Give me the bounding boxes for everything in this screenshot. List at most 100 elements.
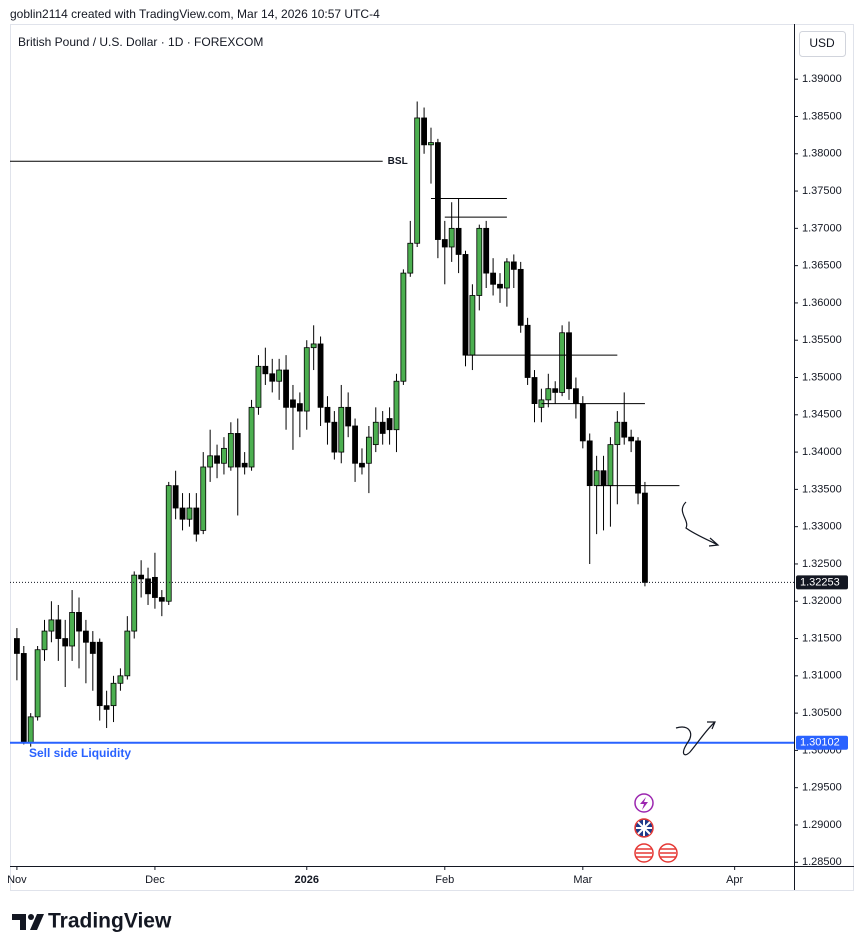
candle-body	[214, 455, 220, 464]
candle-body	[566, 332, 572, 390]
x-tick-label: Dec	[145, 874, 165, 886]
y-tick-label: 1.30500	[802, 707, 842, 719]
candle-body	[165, 485, 172, 602]
candle-body	[483, 227, 490, 274]
drawn-arrow	[675, 721, 716, 756]
event-icon-glyph	[636, 820, 652, 836]
drawn-arrow	[681, 501, 720, 547]
candle-body	[545, 388, 552, 401]
x-tick-label: Feb	[435, 874, 454, 886]
candle-body	[400, 272, 407, 382]
currency-box[interactable]	[799, 31, 846, 57]
event-icon-glyph	[640, 797, 648, 810]
candle-body	[324, 406, 331, 423]
y-tick-label: 1.37000	[802, 222, 842, 234]
candle-body	[476, 227, 483, 296]
candle-body	[524, 324, 531, 378]
candle-body	[607, 444, 614, 487]
candle-body	[517, 268, 524, 326]
y-tick-label: 1.37500	[802, 185, 842, 197]
candle-body	[614, 421, 621, 446]
level-price-label: 1.30102	[800, 737, 840, 749]
logo-mark	[12, 914, 44, 930]
candle-body	[158, 597, 165, 602]
candle-body	[227, 433, 234, 468]
level-price-box	[796, 735, 848, 750]
y-tick-label: 1.29000	[802, 819, 842, 831]
candle-body	[421, 117, 427, 146]
y-tick-label: 1.28500	[802, 856, 842, 868]
candle-body	[407, 242, 414, 274]
candle-body	[428, 142, 434, 146]
candle-body	[393, 380, 400, 431]
candle-body	[352, 425, 358, 464]
candle-body	[76, 612, 82, 632]
candle-body	[172, 485, 179, 509]
candle-body	[41, 630, 48, 651]
candle-body	[269, 373, 276, 382]
candle-body	[414, 117, 421, 244]
candle-body	[621, 421, 628, 438]
y-tick-label: 1.33000	[802, 521, 842, 533]
candle-body	[69, 612, 76, 647]
y-tick-label: 1.31500	[802, 632, 842, 644]
candle-body	[434, 142, 441, 240]
candle-body	[317, 343, 324, 408]
x-tick-label: Nov	[7, 874, 27, 886]
candle-body	[276, 369, 283, 382]
y-tick-label: 1.35500	[802, 334, 842, 346]
candle-body	[221, 447, 227, 464]
candle-body	[359, 462, 365, 468]
candle-body	[103, 705, 110, 710]
candle-body	[296, 403, 303, 412]
candle-body	[248, 406, 255, 468]
candle-body	[586, 440, 593, 487]
candle-body	[186, 507, 193, 520]
last-price-label: 1.32253	[800, 576, 840, 588]
candle-body	[262, 365, 269, 375]
candle-body	[338, 406, 345, 453]
candle-body	[179, 507, 186, 520]
candle-body	[303, 347, 310, 412]
candle-body	[55, 619, 62, 639]
candle-body	[642, 492, 648, 583]
y-tick-label: 1.29500	[802, 782, 842, 794]
level-label: BSL	[388, 156, 408, 167]
chart-frame	[10, 24, 854, 891]
logo-mark	[28, 914, 34, 920]
candle-body	[207, 455, 214, 468]
candle-body	[559, 332, 566, 393]
candle-body	[455, 227, 462, 255]
candle-body	[386, 418, 393, 431]
x-tick-label: 2026	[295, 874, 319, 886]
candle-body	[110, 682, 117, 707]
last-price-box	[796, 575, 848, 590]
candle-body	[200, 466, 207, 531]
candle-body	[255, 365, 262, 408]
candle-body	[241, 462, 248, 468]
candle-body	[448, 227, 455, 248]
candle-body	[145, 578, 151, 595]
event-icon-glyph	[660, 848, 676, 858]
candle-body	[497, 283, 503, 289]
candle-body	[469, 295, 476, 356]
candle-body	[290, 399, 296, 408]
candle-body	[573, 388, 579, 405]
candle-body	[552, 388, 559, 393]
candle-body	[124, 630, 131, 677]
currency-label[interactable]: USD	[809, 36, 835, 50]
candle-body	[131, 574, 138, 632]
candle-body	[20, 653, 27, 744]
y-tick-label: 1.36000	[802, 297, 842, 309]
candle-body	[345, 406, 352, 427]
candle-body	[96, 641, 103, 707]
candle-body	[34, 649, 41, 718]
y-tick-label: 1.32500	[802, 558, 842, 570]
candle-body	[365, 436, 372, 464]
candle-body	[48, 619, 55, 632]
candle-body	[331, 421, 338, 453]
x-tick-label: Mar	[573, 874, 592, 886]
y-tick-label: 1.39000	[802, 73, 842, 85]
candle-body	[89, 641, 96, 654]
